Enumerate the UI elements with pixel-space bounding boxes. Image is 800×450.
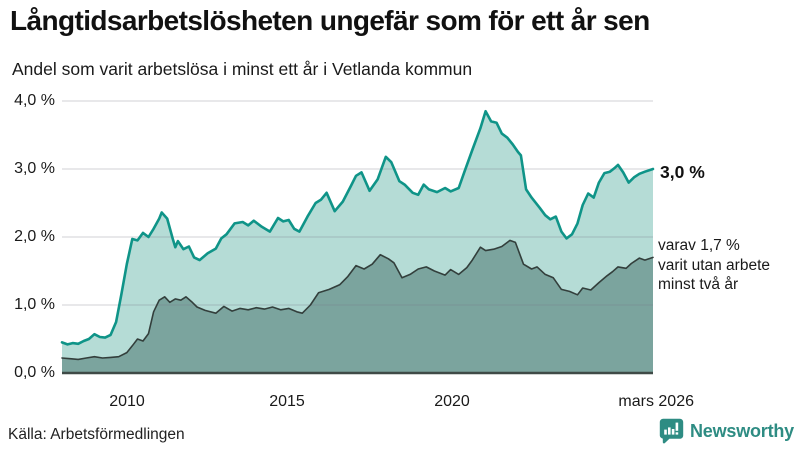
two-year-area (62, 240, 653, 373)
source-attribution: Källa: Arbetsförmedlingen (8, 426, 185, 443)
newsworthy-logo[interactable]: Newsworthy (659, 417, 794, 445)
annotation-line-1: varav 1,7 % (658, 237, 740, 254)
y-axis-tick-4: 4,0 % (14, 92, 55, 109)
annotation-line-3: minst två år (658, 276, 739, 293)
y-axis-tick-2: 2,0 % (14, 228, 55, 245)
newsworthy-icon (659, 418, 684, 444)
two-year-line (61, 239, 654, 361)
latest-total-value-label: 3,0 % (660, 162, 705, 182)
page-title: Långtidsarbetslösheten ungefär som för e… (10, 5, 650, 36)
x-axis-tick-2020: 2020 (434, 393, 470, 410)
annotation-line-2: varit utan arbete (658, 256, 771, 274)
two-year-series-annotation: varav 1,7 % varit utan arbete minst två … (658, 236, 770, 295)
y-axis-tick-0: 0,0 % (14, 364, 55, 381)
x-axis-tick-2010: 2010 (109, 393, 145, 410)
y-axis-tick-3: 3,0 % (14, 160, 55, 177)
y-axis-tick-1: 1,0 % (14, 296, 55, 313)
x-axis-tick-2015: 2015 (269, 393, 305, 410)
x-axis-tick-mars-2026: mars 2026 (618, 393, 694, 410)
total-line (60, 109, 655, 346)
chart-subtitle: Andel som varit arbetslösa i minst ett å… (12, 59, 473, 79)
newsworthy-wordmark: Newsworthy (689, 420, 794, 441)
